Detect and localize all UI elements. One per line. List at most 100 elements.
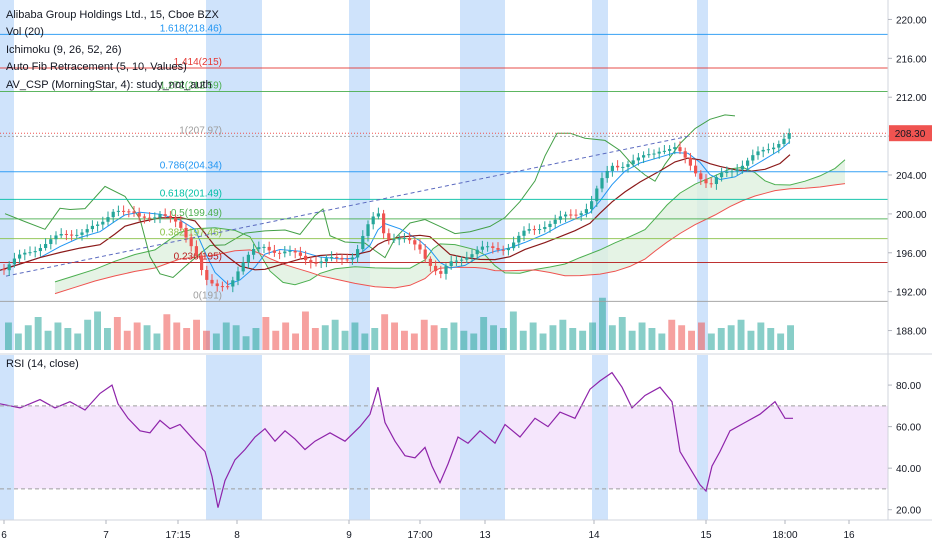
volume-bar — [430, 325, 438, 350]
candle-body — [64, 233, 68, 235]
volume-bar — [371, 328, 379, 350]
candle-body — [527, 229, 531, 231]
volume-bar — [579, 330, 587, 350]
volume-bar — [272, 330, 280, 350]
price-axis-label: 220.00 — [896, 15, 927, 26]
volume-bar — [262, 317, 270, 350]
candle-body — [465, 257, 469, 260]
candle-body — [257, 247, 261, 250]
candle-body — [636, 157, 640, 161]
candle-body — [590, 201, 594, 210]
candle-body — [543, 227, 547, 230]
volume-bar — [787, 325, 794, 350]
price-axis-label: 204.00 — [896, 171, 927, 182]
price-axis-label: 216.00 — [896, 54, 927, 65]
time-axis-label: 9 — [346, 530, 352, 541]
candle-body — [288, 250, 292, 252]
candle-body — [210, 279, 214, 284]
price-axis[interactable]: 220.00216.00212.00208.00204.00200.00196.… — [888, 15, 927, 338]
volume-bar — [509, 311, 517, 350]
candle-body — [142, 216, 146, 218]
candle-body — [761, 149, 765, 152]
volume-bar — [94, 311, 101, 350]
candle-body — [371, 216, 375, 225]
rsi-axis-label: 20.00 — [896, 506, 921, 517]
candle-body — [205, 269, 209, 280]
rsi-axis[interactable]: 80.00 60.00 40.00 20.00 — [888, 381, 921, 517]
candle-body — [189, 237, 193, 247]
candle-body — [38, 248, 42, 252]
candle-body — [772, 147, 776, 150]
time-axis-label: 15 — [700, 530, 712, 541]
volume-bar — [232, 325, 240, 350]
volume-bar — [440, 328, 448, 350]
candle-body — [548, 223, 552, 228]
last-price-tag-bg — [889, 125, 932, 142]
ichimoku-indicator-label[interactable]: Ichimoku (9, 26, 52, 26) — [6, 43, 122, 56]
candle-body — [714, 177, 718, 185]
volume-bar — [658, 333, 666, 350]
volume-bar — [391, 322, 398, 350]
last-price-tag: 208.30 — [889, 125, 932, 142]
candle-body — [512, 242, 516, 249]
candle-body — [80, 232, 84, 235]
price-axis-label: 212.00 — [896, 93, 927, 104]
candle-body — [470, 254, 474, 258]
volume-bar — [608, 325, 616, 350]
volume-bar — [64, 328, 72, 350]
candle-body — [756, 151, 760, 156]
time-axis-label: 17:15 — [165, 530, 190, 541]
candle-body — [194, 246, 198, 256]
volume-bar — [589, 322, 596, 350]
candle-body — [439, 271, 443, 274]
candle-body — [298, 252, 302, 256]
candle-body — [392, 239, 396, 241]
volume-bar — [757, 322, 765, 350]
fib-levels: 1.618(218.46) 1.414(215) 1.272(212.59) 1(20… — [0, 23, 888, 302]
vol-indicator-label[interactable]: Vol (20) — [6, 26, 44, 39]
volume-bar — [529, 322, 537, 350]
csp-indicator-label[interactable]: AV_CSP (MorningStar, 4): study_not_auth — [6, 78, 212, 91]
candle-body — [480, 246, 484, 250]
candle-body — [413, 240, 417, 245]
volume-bar — [74, 333, 82, 350]
volume-bar — [767, 328, 775, 350]
candle-body — [434, 265, 438, 272]
rsi-band-lines — [0, 405, 888, 490]
candle-body — [345, 259, 349, 261]
candle-body — [720, 173, 724, 178]
candle-body — [766, 149, 770, 151]
symbol-title[interactable]: Alibaba Group Holdings Ltd., 15, Cboe BZ… — [6, 9, 219, 21]
candle-body — [262, 246, 266, 248]
volume-bar — [183, 328, 191, 350]
volume-bar — [292, 333, 299, 350]
time-axis-label: 14 — [588, 530, 600, 541]
volume-bar — [252, 328, 260, 350]
candle-body — [96, 224, 100, 226]
candle-body — [226, 286, 230, 288]
candle-body — [309, 260, 313, 263]
time-axis[interactable]: 6 7 17:15 8 9 17:00 13 14 15 18:00 16 — [1, 520, 855, 541]
chart-legend: Alibaba Group Holdings Ltd., 15, Cboe BZ… — [6, 7, 219, 94]
volume-bar — [24, 325, 32, 350]
volume-bar — [688, 330, 695, 350]
candle-body — [699, 173, 703, 180]
volume-bar — [519, 330, 527, 350]
rsi-line — [0, 371, 793, 508]
fib-indicator-label[interactable]: Auto Fib Retracement (5, 10, Values) — [6, 61, 187, 74]
volume-bar — [707, 333, 715, 350]
time-axis-label: 7 — [103, 530, 109, 541]
rsi-indicator-label[interactable]: RSI (14, close) — [6, 358, 79, 370]
candle-body — [376, 213, 380, 217]
volume-bar — [638, 322, 646, 350]
volume-bar — [668, 319, 676, 350]
candle-body — [621, 166, 625, 168]
candle-body — [215, 283, 219, 287]
volume-bar — [420, 319, 428, 350]
candle-body — [200, 255, 204, 270]
candle-body — [335, 257, 339, 259]
candle-body — [387, 233, 391, 240]
candle-body — [595, 188, 599, 202]
volume-bar — [153, 333, 161, 350]
